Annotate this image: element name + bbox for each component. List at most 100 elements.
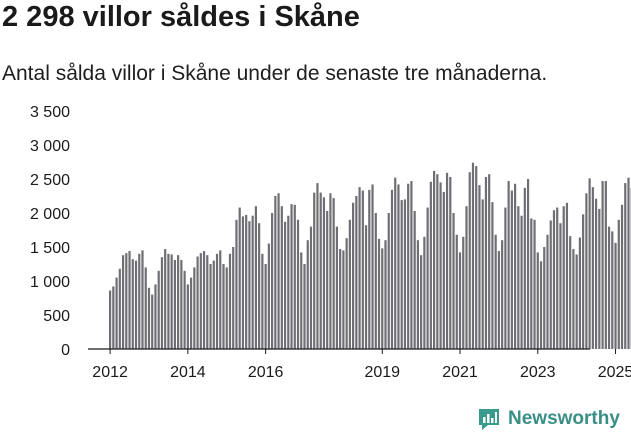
bar [258, 223, 261, 349]
bar [390, 189, 394, 349]
bar [283, 221, 287, 349]
bar [358, 187, 361, 349]
bar [206, 255, 209, 349]
bar [445, 172, 449, 349]
y-tick-label: 3 000 [30, 138, 70, 155]
y-axis: 0 500 1 000 1 500 2 000 2 500 3 000 3 500 [30, 104, 70, 359]
bar [219, 250, 222, 349]
bar [264, 264, 267, 349]
bar [154, 284, 157, 349]
bar [215, 253, 219, 349]
bar [468, 172, 471, 349]
bar [562, 206, 565, 349]
bar [546, 234, 549, 349]
newsworthy-logo: Newsworthy [476, 406, 620, 432]
bar [329, 193, 332, 349]
bar [173, 259, 176, 349]
bar [530, 218, 533, 349]
bar [458, 252, 462, 349]
bar [348, 219, 351, 349]
bar [617, 219, 620, 349]
bar [552, 210, 556, 349]
bar [138, 253, 141, 349]
x-tick-label: 2023 [520, 364, 556, 381]
bar [144, 267, 147, 349]
bar [501, 240, 504, 349]
bar [151, 294, 154, 349]
bar [241, 216, 245, 349]
bar [504, 207, 507, 349]
bar [355, 196, 358, 349]
bar [261, 253, 264, 349]
bar [125, 253, 128, 349]
bar [274, 196, 277, 349]
bar [235, 219, 238, 349]
bar [209, 264, 212, 349]
bar [491, 202, 494, 349]
bar [429, 181, 432, 349]
bar [157, 270, 160, 349]
bar [549, 220, 552, 349]
bar [510, 190, 513, 349]
bar [319, 192, 322, 349]
x-axis: 2012 2014 2016 2019 2021 2023 2025 [88, 348, 631, 381]
bar [436, 174, 439, 349]
bar [624, 183, 627, 349]
bar [400, 200, 403, 349]
bar [497, 251, 500, 349]
bar [471, 162, 475, 349]
bar [585, 193, 588, 349]
bar [121, 255, 125, 349]
bar-series [109, 162, 631, 349]
bar [442, 191, 445, 349]
bar [449, 176, 452, 349]
bar [377, 238, 381, 349]
bar [296, 219, 300, 349]
bar [403, 199, 407, 349]
bar [514, 183, 517, 349]
bar [183, 270, 186, 349]
bar [254, 206, 257, 349]
bar [517, 206, 520, 349]
x-tick-label: 2012 [92, 364, 128, 381]
bar [374, 213, 377, 349]
bar [313, 192, 316, 349]
bar [533, 219, 536, 349]
page-title: 2 298 villor såldes i Skåne [2, 1, 360, 33]
x-tick-label: 2019 [364, 364, 400, 381]
bar [134, 260, 138, 349]
bar [190, 277, 193, 349]
bar [539, 261, 543, 349]
bar [339, 249, 342, 349]
bar [433, 170, 436, 349]
bar [387, 213, 390, 349]
bar [416, 240, 419, 349]
bar [225, 267, 228, 349]
bar [462, 236, 465, 349]
bar [115, 277, 118, 349]
bar [290, 204, 293, 349]
bar [361, 190, 364, 349]
bar [199, 253, 202, 349]
y-tick-label: 0 [61, 342, 70, 359]
bar [287, 215, 290, 349]
bar [627, 177, 630, 349]
bar [604, 181, 607, 349]
x-tick-label: 2021 [442, 364, 478, 381]
bar [507, 181, 510, 349]
bar [248, 221, 251, 349]
bar [543, 247, 546, 349]
x-tick-label: 2016 [248, 364, 284, 381]
x-tick-label: 2014 [170, 364, 206, 381]
brand-name: Newsworthy [508, 408, 620, 429]
bar [202, 251, 206, 349]
bar [452, 213, 455, 349]
y-tick-label: 2 000 [30, 206, 70, 223]
bar [277, 193, 280, 349]
bar [345, 238, 348, 349]
bar [494, 234, 497, 349]
bar [238, 207, 241, 349]
bar [407, 183, 410, 349]
bar [186, 284, 189, 349]
